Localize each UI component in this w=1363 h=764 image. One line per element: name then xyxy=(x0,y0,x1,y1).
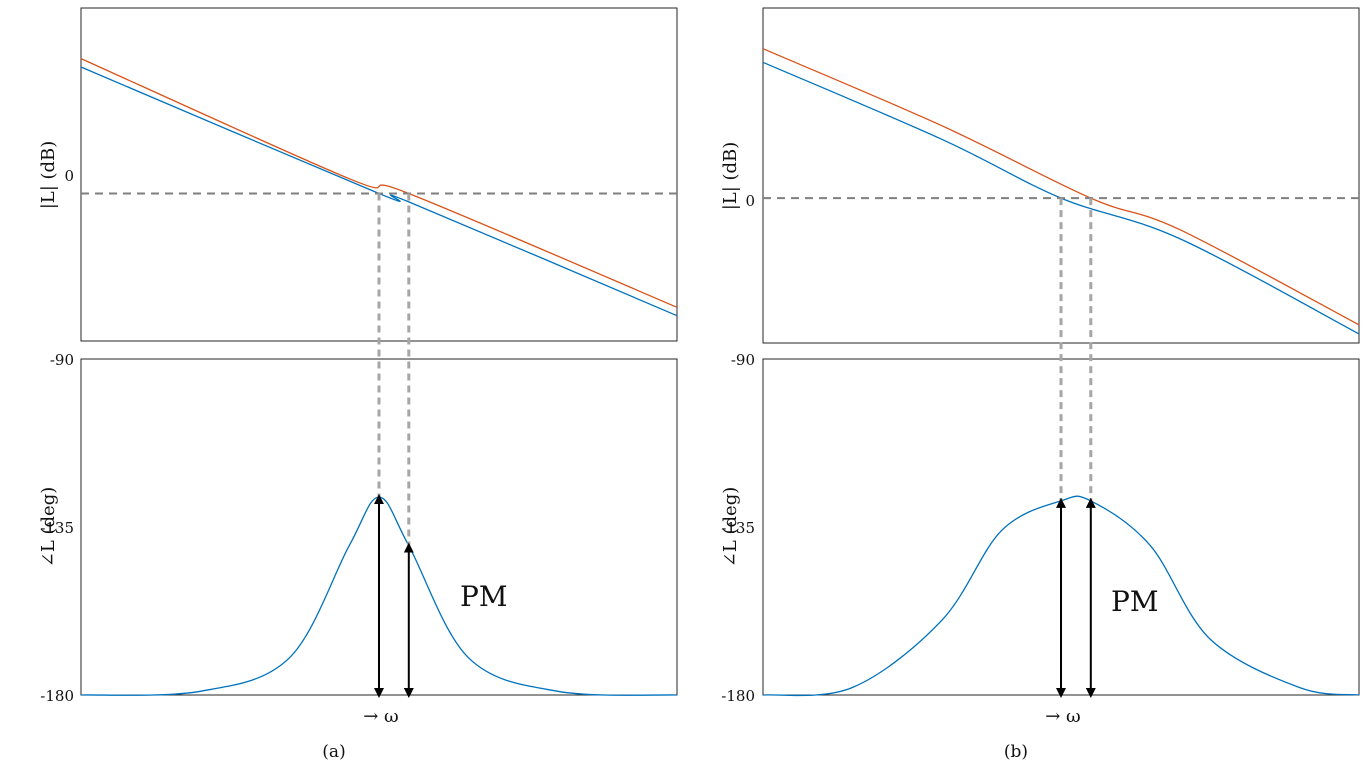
magnitude-plot-a: 0 |L| (dB) xyxy=(38,7,678,342)
y-tick-label-minus135-a: -135 xyxy=(40,519,74,537)
y-tick-label-0db-b: 0 xyxy=(745,192,755,210)
phase-y-axis-label-b: ∠L (deg) xyxy=(720,487,741,568)
y-tick-label-minus90-b: -90 xyxy=(731,351,755,369)
y-tick-label-minus90-a: -90 xyxy=(50,351,74,369)
x-axis-label-b: → ω xyxy=(1045,706,1080,727)
panel-label-a: (a) xyxy=(322,742,345,762)
panel-a: 0 |L| (dB) -90 -135 -180 ∠L (deg) PM → ω… xyxy=(38,7,678,762)
magnitude-axes-frame-b xyxy=(762,7,1360,344)
magnitude-series-1-line-a xyxy=(80,66,678,317)
magnitude-series-2-line-a xyxy=(80,58,678,308)
magnitude-plot-b: 0 |L| (dB) xyxy=(720,7,1360,344)
phase-series-1-line-b xyxy=(762,495,1360,697)
phase-y-axis-label-a: ∠L (deg) xyxy=(38,487,59,568)
panel-label-b: (b) xyxy=(1004,742,1028,762)
magnitude-series-b xyxy=(762,48,1360,335)
pm-annotation-b: PM xyxy=(1111,585,1159,618)
y-tick-label-minus180-a: -180 xyxy=(40,687,74,705)
panel-b: 0 |L| (dB) -90 -135 -180 ∠L (deg) PM → ω… xyxy=(720,7,1360,762)
y-tick-label-minus135-b: -135 xyxy=(721,519,755,537)
pm-annotation-a: PM xyxy=(460,580,508,613)
magnitude-y-axis-label-a: |L| (dB) xyxy=(38,141,59,210)
phase-plot-b: -90 -135 -180 ∠L (deg) PM → ω xyxy=(720,351,1360,727)
y-tick-label-minus180-b: -180 xyxy=(721,687,755,705)
x-axis-label-a: → ω xyxy=(363,706,398,727)
phase-series-b xyxy=(762,495,1360,697)
phase-plot-a: -90 -135 -180 ∠L (deg) PM → ω xyxy=(38,351,678,727)
magnitude-y-axis-label-b: |L| (dB) xyxy=(720,142,741,211)
magnitude-series-a xyxy=(80,58,678,317)
y-tick-label-0db-a: 0 xyxy=(64,167,74,185)
